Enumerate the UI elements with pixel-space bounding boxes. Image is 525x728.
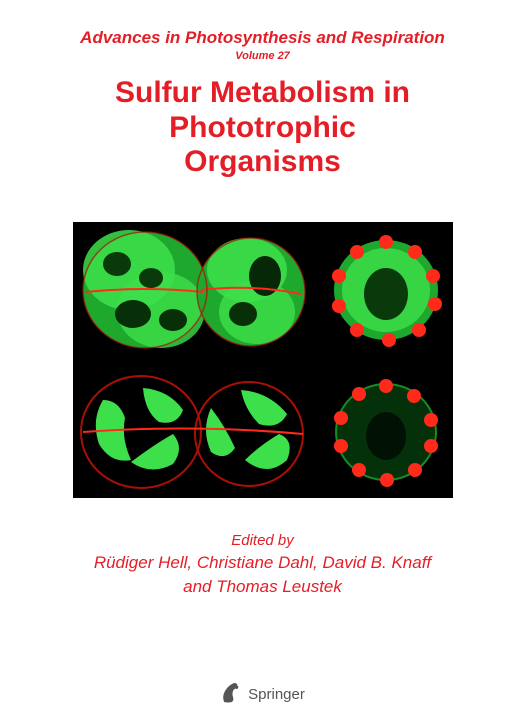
- publisher-block: Springer: [0, 680, 525, 708]
- title-line-3: Organisms: [0, 145, 525, 180]
- editors-line-1: Rüdiger Hell, Christiane Dahl, David B. …: [0, 553, 525, 573]
- microscopy-panel-bottom-left: [73, 364, 311, 498]
- main-title: Sulfur Metabolism in Phototrophic Organi…: [0, 76, 525, 180]
- editors-label: Edited by: [0, 532, 525, 549]
- series-volume: Volume 27: [0, 50, 525, 62]
- title-line-1: Sulfur Metabolism in: [0, 76, 525, 111]
- series-title: Advances in Photosynthesis and Respirati…: [0, 28, 525, 48]
- microscopy-panel-bottom-right: [319, 364, 453, 498]
- title-line-2: Phototrophic: [0, 111, 525, 146]
- editors-line-2: and Thomas Leustek: [0, 577, 525, 597]
- microscopy-panel-top-left: [73, 222, 311, 356]
- springer-horse-icon: [220, 680, 242, 708]
- microscopy-panel-top-right: [319, 222, 453, 356]
- microscopy-image-grid: [73, 222, 453, 498]
